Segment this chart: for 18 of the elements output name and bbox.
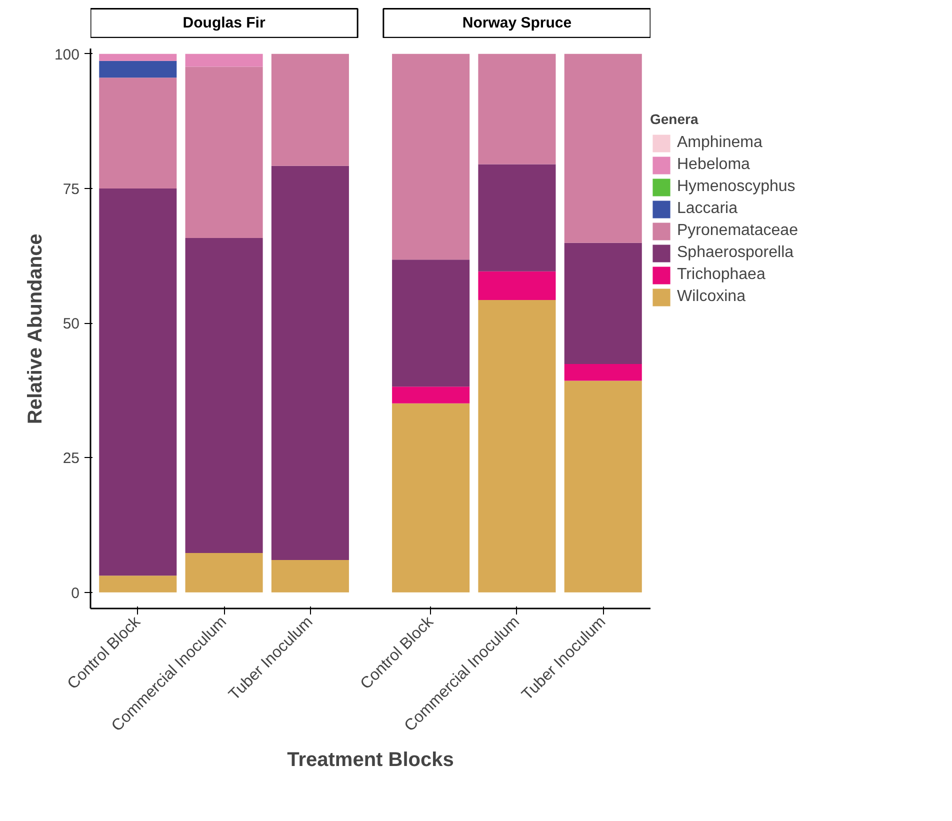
y-tick-label: 100 [54, 46, 80, 64]
legend-label: Laccaria [677, 199, 738, 219]
legend-label: Sphaerosporella [677, 243, 794, 263]
text: Norway Spruce [462, 14, 572, 32]
legend-label: Trichophaea [677, 265, 766, 285]
legend-label: Amphinema [677, 133, 762, 153]
legend-title: Genera [650, 111, 700, 127]
y-tick-label: 75 [62, 181, 80, 198]
legend-label: Pyronemataceae [677, 221, 798, 241]
text: Douglas Fir [182, 14, 266, 32]
legend-label: Hymenoscyphus [677, 177, 796, 197]
y-tick-label: 25 [62, 450, 80, 468]
y-tick-label: 50 [62, 316, 80, 333]
y-axis-title: Relative Abundance [24, 234, 46, 424]
legend-label: Wilcoxina [677, 287, 746, 307]
x-axis-title: Treatment Blocks [287, 748, 454, 771]
y-tick-label: 0 [71, 584, 80, 602]
legend-label: Hebeloma [677, 155, 750, 175]
